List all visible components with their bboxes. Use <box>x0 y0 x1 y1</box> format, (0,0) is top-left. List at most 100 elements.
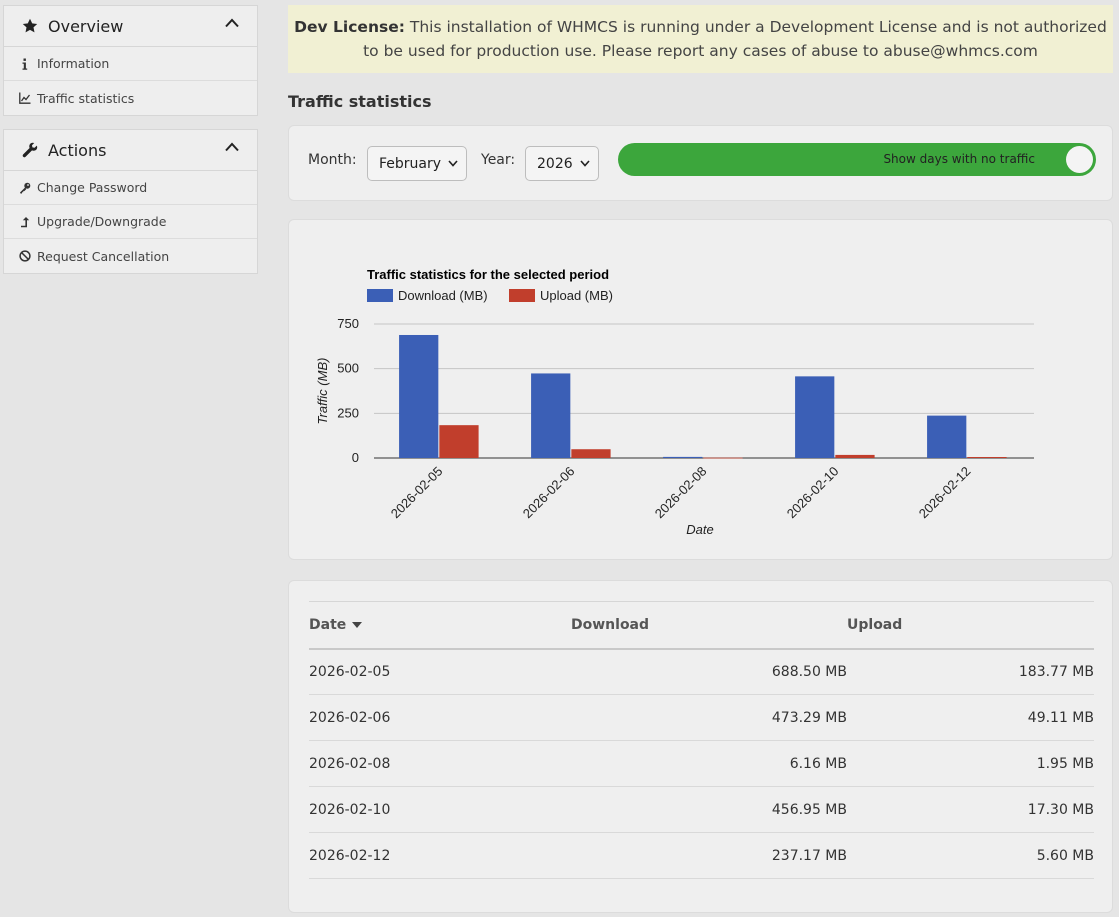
y-tick-label: 750 <box>337 316 359 331</box>
chart-y-axis-label: Traffic (MB) <box>315 358 330 425</box>
month-label: Month: <box>308 152 357 168</box>
chevron-down-icon <box>448 160 458 167</box>
bar-upload[interactable] <box>439 425 479 458</box>
x-tick-label: 2026-02-12 <box>916 464 974 522</box>
chevron-down-icon <box>580 160 590 167</box>
chart-x-axis-label: Date <box>686 522 713 537</box>
chart-x-ticks: 2026-02-05 2026-02-06 2026-02-08 2026-02-10… <box>388 464 974 522</box>
cell-download: 688.50 MB <box>771 663 847 680</box>
sidebar-overview-panel: Overview Information Traffic statistics <box>3 5 258 116</box>
sidebar-item-label: Upgrade/Downgrade <box>37 214 167 229</box>
sidebar-item-label: Request Cancellation <box>37 248 170 264</box>
bar-download[interactable] <box>399 334 439 458</box>
chart-title: Traffic statistics for the selected peri… <box>367 267 609 282</box>
month-select-value: February <box>379 155 442 172</box>
x-tick-label: 2026-02-06 <box>520 464 578 522</box>
cell-upload: 183.77 MB <box>1018 663 1094 680</box>
column-header-upload[interactable]: Upload <box>847 616 903 633</box>
table-row: 2026-02-05 688.50 MB 183.77 MB <box>309 649 1094 695</box>
sort-desc-icon <box>352 621 363 628</box>
bar-download[interactable] <box>795 376 835 458</box>
overview-panel-title: Overview <box>48 16 124 36</box>
table-row: 2026-02-12 237.17 MB 5.60 MB <box>309 833 1094 879</box>
x-tick-label: 2026-02-08 <box>652 464 710 522</box>
table-row: 2026-02-10 456.95 MB 17.30 MB <box>309 787 1094 833</box>
cell-upload: 1.95 MB <box>1036 755 1094 772</box>
legend-swatch-upload <box>509 289 535 302</box>
overview-panel-header[interactable]: Overview <box>4 6 257 47</box>
show-empty-days-toggle[interactable]: Show days with no traffic <box>618 143 1096 176</box>
cell-date: 2026-02-12 <box>309 847 391 864</box>
cell-download: 6.16 MB <box>789 755 847 772</box>
table-row: 2026-02-06 473.29 MB 49.11 MB <box>309 695 1094 741</box>
chart-gridlines: 0 250 500 750 <box>337 316 1034 465</box>
bar-upload[interactable] <box>835 454 875 458</box>
level-up-icon <box>21 216 30 227</box>
x-tick-label: 2026-02-10 <box>784 464 842 522</box>
chart-legend: Download (MB) Upload (MB) <box>367 288 613 303</box>
sidebar-actions-panel: Actions Change Password Upgrade/Downgrad… <box>3 129 258 274</box>
bar-download[interactable] <box>531 373 571 458</box>
y-tick-label: 250 <box>337 405 359 420</box>
toggle-knob <box>1066 146 1093 173</box>
cell-download: 237.17 MB <box>771 847 847 864</box>
sidebar-item-label: Traffic statistics <box>37 90 135 106</box>
wrench-icon <box>22 142 38 158</box>
info-icon <box>22 58 28 70</box>
cell-date: 2026-02-06 <box>309 709 391 726</box>
cell-upload: 5.60 MB <box>1036 847 1094 864</box>
cell-download: 473.29 MB <box>771 709 847 726</box>
toggle-label: Show days with no traffic <box>883 152 1035 166</box>
cell-upload: 49.11 MB <box>1027 709 1094 726</box>
legend-label-upload: Upload (MB) <box>540 288 613 303</box>
bar-download[interactable] <box>663 456 703 458</box>
y-tick-label: 500 <box>337 361 359 376</box>
notice-text: This installation of WHMCS is running un… <box>363 18 1107 60</box>
bar-upload[interactable] <box>703 457 743 459</box>
year-select[interactable]: 2026 <box>525 146 599 181</box>
cell-date: 2026-02-05 <box>309 663 391 680</box>
y-tick-label: 0 <box>352 450 359 465</box>
cell-upload: 17.30 MB <box>1027 801 1094 818</box>
chart-bars <box>399 334 1007 459</box>
sidebar-item-upgrade-downgrade[interactable]: Upgrade/Downgrade <box>4 205 257 239</box>
chevron-up-icon[interactable] <box>225 142 239 152</box>
chart-card: Traffic statistics for the selected peri… <box>288 219 1113 560</box>
table-row: 2026-02-08 6.16 MB 1.95 MB <box>309 741 1094 787</box>
sidebar-item-label: Information <box>37 56 110 71</box>
filters-card: Month: February Year: 2026 Show days wit… <box>288 125 1113 201</box>
bar-upload[interactable] <box>571 449 611 458</box>
cell-download: 456.95 MB <box>771 801 847 818</box>
star-icon <box>22 18 38 33</box>
traffic-table: Date Download Upload 2026-02-05 688.50 M… <box>309 601 1094 879</box>
sidebar-item-information[interactable]: Information <box>4 47 257 81</box>
dev-license-notice: Dev License: This installation of WHMCS … <box>288 5 1113 73</box>
actions-panel-header[interactable]: Actions <box>4 130 257 171</box>
bar-upload[interactable] <box>967 456 1007 458</box>
month-select[interactable]: February <box>367 146 467 181</box>
key-icon <box>20 182 31 193</box>
cell-date: 2026-02-10 <box>309 801 391 818</box>
chevron-up-icon[interactable] <box>225 18 239 28</box>
year-label: Year: <box>481 152 516 168</box>
cell-date: 2026-02-08 <box>309 755 391 772</box>
column-header-date[interactable]: Date <box>309 602 571 649</box>
notice-title: Dev License: <box>294 18 405 36</box>
year-select-value: 2026 <box>537 155 573 172</box>
traffic-chart: Traffic statistics for the selected peri… <box>315 267 1034 537</box>
traffic-table-card: Date Download Upload 2026-02-05 688.50 M… <box>288 580 1113 913</box>
line-chart-icon <box>19 92 31 104</box>
actions-panel-title: Actions <box>48 140 107 160</box>
x-tick-label: 2026-02-05 <box>388 464 446 522</box>
sidebar-item-label: Change Password <box>37 180 148 195</box>
legend-label-download: Download (MB) <box>398 288 488 303</box>
sidebar-item-request-cancellation[interactable]: Request Cancellation <box>4 239 257 273</box>
column-header-download[interactable]: Download <box>571 616 650 633</box>
sidebar-item-change-password[interactable]: Change Password <box>4 171 257 205</box>
bar-download[interactable] <box>927 415 967 458</box>
ban-icon <box>19 250 31 262</box>
table-header-row: Date Download Upload <box>309 601 1094 649</box>
sidebar-item-traffic-statistics[interactable]: Traffic statistics <box>4 81 257 115</box>
legend-swatch-download <box>367 289 393 302</box>
page-title: Traffic statistics <box>288 92 432 111</box>
